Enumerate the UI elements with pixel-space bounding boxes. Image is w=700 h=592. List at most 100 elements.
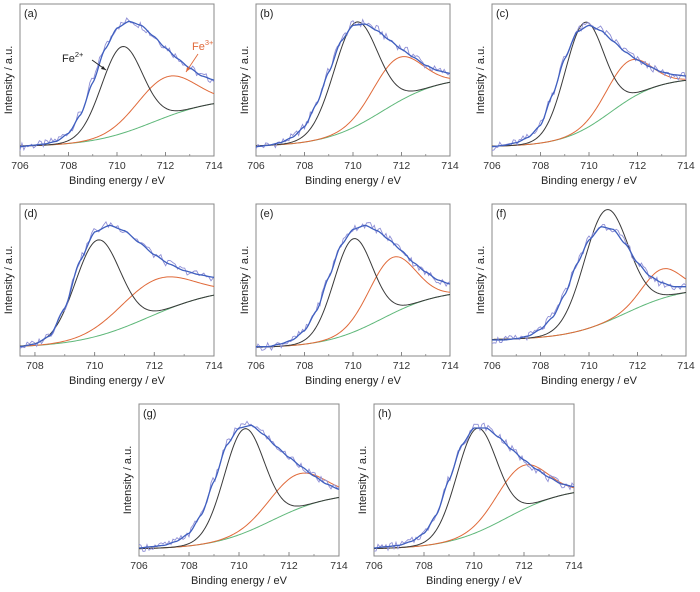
x-tick-label: 712	[515, 560, 533, 572]
fe2-annotation-label: Fe2+	[62, 50, 84, 65]
fe3-annotation-label: Fe3+	[192, 38, 214, 53]
x-tick-label: 708	[415, 560, 433, 572]
plot-frame	[19, 3, 215, 157]
x-tick-label: 706	[11, 160, 29, 172]
y-axis-label: Intensity / a.u.	[239, 46, 251, 114]
chart-panel-f: (f) 706 708 710 712 714 Binding energy / eV Int…	[475, 203, 695, 387]
fe3-component-curve	[491, 58, 687, 147]
fe3-component-curve	[255, 56, 451, 147]
fit-envelope-curve	[19, 224, 215, 348]
fit-envelope-curve	[19, 20, 215, 148]
x-tick-label: 714	[677, 160, 695, 172]
x-tick-label: 712	[146, 360, 164, 372]
fe2-component-curve	[19, 46, 215, 147]
x-tick-label: 710	[580, 360, 598, 372]
x-tick-label: 706	[365, 560, 383, 572]
baseline-curve	[373, 492, 575, 550]
plot-frame	[255, 3, 451, 157]
baseline-curve	[491, 292, 687, 340]
panel-label: (f)	[496, 208, 506, 220]
x-tick-label: 714	[677, 360, 695, 372]
plot-frame	[491, 3, 687, 157]
raw-spectrum-curve	[255, 18, 451, 150]
chart-panel-g: (g) 706 708 710 712 714 Binding energy / eV Int…	[122, 403, 348, 587]
x-axis-label: Binding energy / eV	[69, 175, 166, 187]
x-tick-label: 714	[441, 160, 459, 172]
y-axis-label: Intensity / a.u.	[475, 246, 487, 314]
y-axis-label: Intensity / a.u.	[239, 246, 251, 314]
x-tick-label: 710	[465, 560, 483, 572]
x-tick-label: 710	[86, 360, 104, 372]
x-tick-label: 708	[60, 160, 78, 172]
chart-panel-d: (d) 708 710 712 714 Binding energy / eV Intens…	[3, 203, 223, 387]
x-axis-label: Binding energy / eV	[69, 375, 166, 387]
x-tick-label: 712	[280, 560, 298, 572]
y-axis-label: Intensity / a.u.	[475, 46, 487, 114]
x-tick-label: 710	[580, 160, 598, 172]
x-tick-label: 714	[205, 360, 223, 372]
panel-label: (a)	[24, 8, 37, 20]
chart-panel-c: (c) 706 708 710 712 714 Binding energy / eV Int…	[475, 3, 695, 187]
panel-label: (h)	[378, 408, 391, 420]
x-tick-label: 708	[532, 160, 550, 172]
fe2-component-curve	[138, 428, 340, 550]
fe3-component-curve	[373, 464, 575, 550]
x-axis-label: Binding energy / eV	[305, 175, 402, 187]
x-tick-label: 712	[629, 160, 647, 172]
x-axis-label: Binding energy / eV	[426, 575, 523, 587]
x-axis-label: Binding energy / eV	[541, 375, 638, 387]
x-tick-label: 714	[441, 360, 459, 372]
fe3-component-curve	[19, 276, 215, 347]
plot-frame	[138, 403, 340, 557]
x-tick-label: 712	[393, 160, 411, 172]
chart-panel-e: (e) 706 708 710 712 714 Binding energy / eV Int…	[239, 203, 459, 387]
raw-spectrum-curve	[19, 220, 214, 349]
baseline-curve	[491, 79, 687, 147]
fe3-component-curve	[138, 472, 340, 550]
x-tick-label: 712	[157, 160, 175, 172]
fe2-component-curve	[491, 21, 687, 147]
plot-frame	[19, 203, 215, 357]
x-tick-label: 706	[247, 160, 265, 172]
fe2-component-curve	[491, 209, 687, 340]
raw-spectrum-curve	[491, 224, 687, 344]
x-tick-label: 708	[180, 560, 198, 572]
fit-envelope-curve	[255, 23, 451, 148]
plot-frame	[255, 203, 451, 357]
fit-envelope-curve	[138, 424, 340, 549]
x-tick-label: 710	[344, 160, 362, 172]
raw-spectrum-curve	[138, 420, 340, 552]
x-tick-label: 706	[130, 560, 148, 572]
x-axis-label: Binding energy / eV	[541, 175, 638, 187]
x-tick-label: 708	[532, 360, 550, 372]
x-tick-label: 708	[296, 160, 314, 172]
raw-spectrum-curve	[373, 422, 575, 552]
y-axis-label: Intensity / a.u.	[3, 46, 15, 114]
x-tick-label: 710	[344, 360, 362, 372]
chart-panel-b: (b) 706 708 710 712 714 Binding energy / eV Int…	[239, 3, 459, 187]
x-axis-label: Binding energy / eV	[305, 375, 402, 387]
panel-label: (b)	[260, 8, 273, 20]
fe2-component-curve	[373, 427, 575, 550]
raw-spectrum-curve	[19, 17, 215, 152]
x-tick-label: 706	[247, 360, 265, 372]
chart-panel-a: (a) 706 708 710 712 714 Binding energy / eV Int…	[3, 3, 223, 187]
raw-spectrum-curve	[255, 222, 451, 351]
fe3-arrow-head	[186, 67, 190, 72]
x-tick-label: 706	[483, 360, 501, 372]
y-axis-label: Intensity / a.u.	[3, 246, 15, 314]
x-tick-label: 712	[393, 360, 411, 372]
baseline-curve	[255, 81, 451, 147]
x-tick-label: 710	[108, 160, 126, 172]
raw-spectrum-curve	[491, 22, 687, 151]
x-tick-label: 712	[629, 360, 647, 372]
x-tick-label: 714	[565, 560, 583, 572]
x-axis-label: Binding energy / eV	[191, 575, 288, 587]
fe2-component-curve	[255, 21, 451, 147]
fit-envelope-curve	[491, 24, 687, 148]
panel-label: (e)	[260, 208, 273, 220]
fit-envelope-curve	[492, 225, 686, 341]
y-axis-label: Intensity / a.u.	[122, 446, 134, 514]
y-axis-label: Intensity / a.u.	[357, 446, 369, 514]
